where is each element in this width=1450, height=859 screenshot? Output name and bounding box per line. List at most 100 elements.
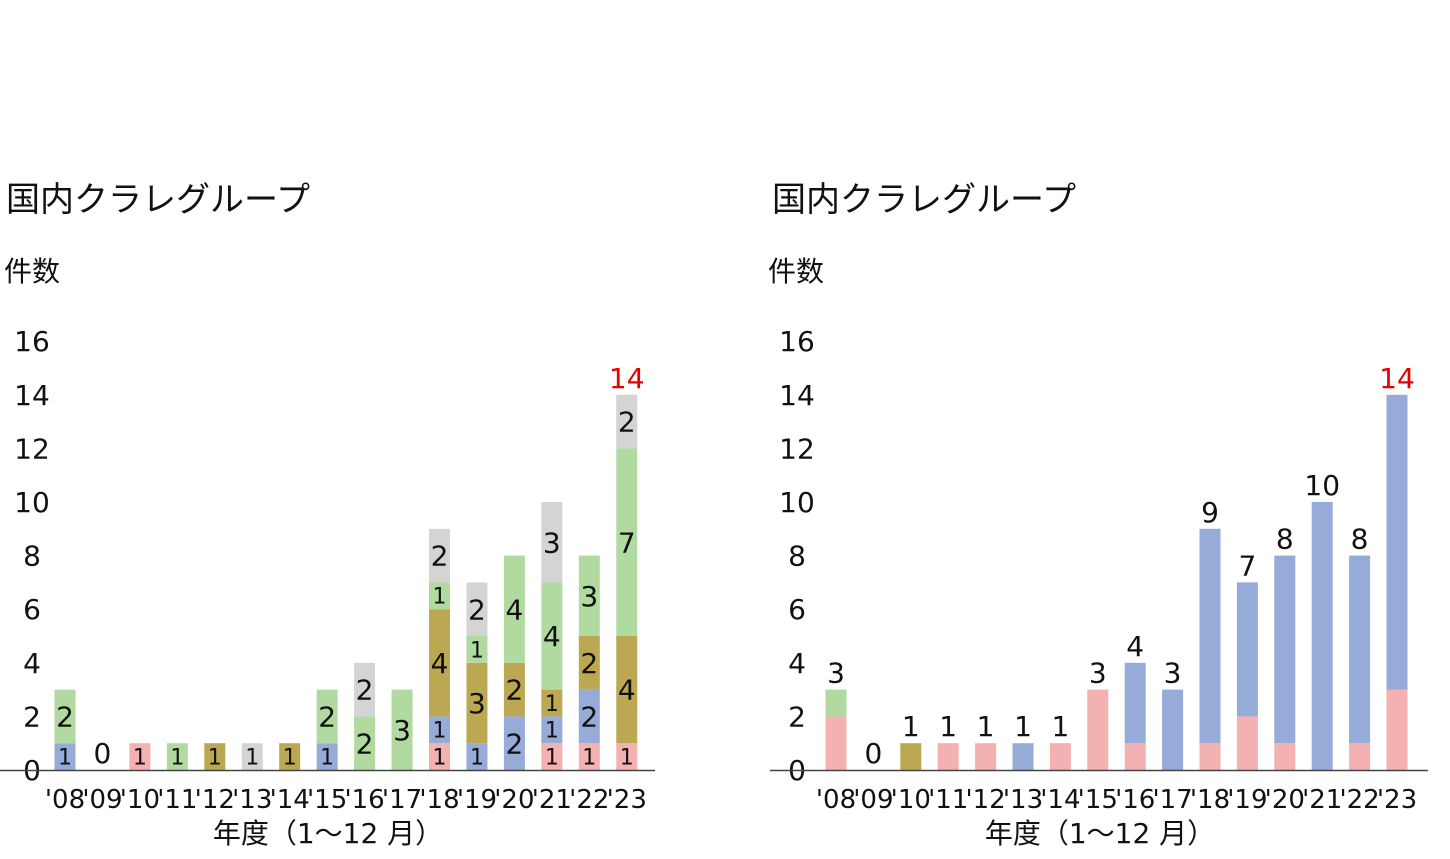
right-bar-total-label: 1 (1014, 710, 1032, 743)
right-bar-segment-blue (1274, 555, 1296, 744)
left-bar-segment-green (466, 636, 488, 663)
left-segment-value-label: 2 (580, 647, 598, 680)
left-segment-value-label: 1 (245, 746, 259, 771)
left-segment-value-label: 2 (505, 727, 523, 760)
right-bar-total-label: 14 (1379, 362, 1415, 395)
right-x-tick-label: '14 (1040, 785, 1080, 815)
right-bar-segment-olive (900, 743, 922, 770)
left-segment-value-label: 4 (505, 593, 523, 626)
left-bar-segment-olive (503, 662, 525, 717)
left-segment-value-label: 4 (543, 620, 561, 653)
left-x-tick-label: '09 (82, 785, 122, 815)
left-segment-value-label: 1 (470, 638, 484, 663)
left-bar-segment-pink (578, 743, 600, 770)
left-x-tick-label: '15 (307, 785, 347, 815)
left-bar-segment-olive (279, 743, 301, 770)
left-segment-value-label: 1 (545, 692, 559, 717)
right-y-tick-label: 14 (779, 379, 815, 412)
left-bar-segment-green (616, 448, 638, 636)
left-x-tick-label: '11 (157, 785, 197, 815)
right-bar-total-label: 3 (827, 657, 845, 690)
left-bar-segment-green (391, 689, 413, 770)
left-y-tick-label: 10 (14, 486, 50, 519)
left-x-tick-label: '12 (195, 785, 235, 815)
left-bar-segment-green (578, 555, 600, 636)
right-y-tick-label: 10 (779, 486, 815, 519)
left-segment-value-label: 1 (433, 585, 447, 610)
left-segment-value-label: 3 (543, 526, 561, 559)
right-x-tick-label: '23 (1377, 785, 1417, 815)
left-segment-value-label: 1 (170, 746, 184, 771)
left-segment-value-label: 1 (433, 719, 447, 744)
left-bar-segment-olive (429, 609, 450, 717)
left-bar-segment-blue (578, 689, 600, 744)
left-segment-value-label: 1 (545, 719, 559, 744)
right-chart-title: 国内クラレグループ (772, 180, 1076, 220)
left-segment-value-label: 1 (208, 746, 222, 771)
right-bar-segment-blue (1311, 502, 1333, 770)
left-y-tick-label: 8 (23, 540, 41, 573)
left-bar-segment-gray (241, 743, 263, 770)
left-bar-segment-green (354, 716, 376, 770)
left-segment-value-label: 3 (393, 714, 411, 747)
left-segment-value-label: 1 (433, 746, 447, 771)
left-bar-segment-green (503, 555, 525, 663)
right-x-axis-label: 年度（1〜12 月） (984, 817, 1216, 850)
left-bar-segment-green (166, 743, 188, 770)
right-bar-segment-pink (1349, 743, 1371, 770)
right-bar-total-label: 3 (1089, 657, 1107, 690)
left-bar-segment-pink (616, 743, 638, 770)
right-bar-segment-blue (1199, 528, 1221, 744)
left-bar-total-label: 0 (94, 737, 112, 770)
right-bar-total-label: 9 (1201, 496, 1219, 529)
left-x-tick-label: '16 (344, 785, 384, 815)
right-bar-total-label: 1 (902, 710, 920, 743)
left-segment-value-label: 4 (618, 674, 636, 707)
left-bar-segment-gray (466, 582, 488, 636)
left-segment-value-label: 2 (580, 700, 598, 733)
right-bar-segment-pink (1199, 743, 1221, 770)
left-y-tick-label: 14 (14, 379, 50, 412)
right-x-tick-label: '12 (965, 785, 1005, 815)
left-x-tick-label: '18 (419, 785, 459, 815)
left-bar-segment-olive (541, 689, 563, 717)
right-x-tick-label: '15 (1078, 785, 1118, 815)
left-chart-title: 国内クラレグループ (6, 180, 310, 220)
right-bar-total-label: 8 (1351, 523, 1369, 556)
right-bar-segment-pink (1236, 716, 1258, 770)
left-y-axis-label: 件数 (4, 255, 61, 288)
left-bar-segment-olive (204, 743, 226, 770)
left-x-tick-label: '14 (270, 785, 310, 815)
left-segment-value-label: 1 (545, 746, 559, 771)
left-bar-segment-olive (466, 662, 488, 744)
left-x-tick-label: '13 (232, 785, 272, 815)
right-bar-segment-pink (937, 743, 959, 770)
left-bar-segment-blue (466, 743, 488, 770)
left-y-tick-label: 6 (23, 593, 41, 626)
right-x-tick-label: '11 (928, 785, 968, 815)
left-bar-segment-pink (129, 743, 151, 770)
right-bar-total-label: 8 (1276, 523, 1294, 556)
left-bar-segment-gray (354, 662, 376, 717)
right-bar-total-label: 1 (1051, 710, 1069, 743)
left-segment-value-label: 2 (356, 727, 374, 760)
right-y-tick-label: 4 (788, 647, 806, 680)
right-bar-segment-blue (1124, 662, 1146, 744)
left-segment-value-label: 2 (505, 674, 523, 707)
left-segment-value-label: 4 (431, 647, 449, 680)
right-y-tick-label: 16 (779, 325, 815, 358)
left-segment-value-label: 2 (618, 406, 636, 439)
right-bar-total-label: 1 (939, 710, 957, 743)
left-segment-value-label: 1 (58, 746, 72, 771)
left-bar-segment-green (316, 689, 338, 744)
left-bar-segment-blue (429, 716, 450, 744)
right-x-tick-label: '17 (1152, 785, 1192, 815)
right-bar-total-label: 3 (1164, 657, 1182, 690)
left-segment-value-label: 2 (356, 674, 374, 707)
left-bar-segment-olive (616, 636, 638, 744)
right-bar-segment-pink (1124, 743, 1146, 770)
left-segment-value-label: 2 (468, 593, 486, 626)
right-bar-total-label: 7 (1238, 549, 1256, 582)
left-x-axis-label: 年度（1〜12 月） (212, 817, 444, 850)
right-y-tick-label: 2 (788, 700, 806, 733)
